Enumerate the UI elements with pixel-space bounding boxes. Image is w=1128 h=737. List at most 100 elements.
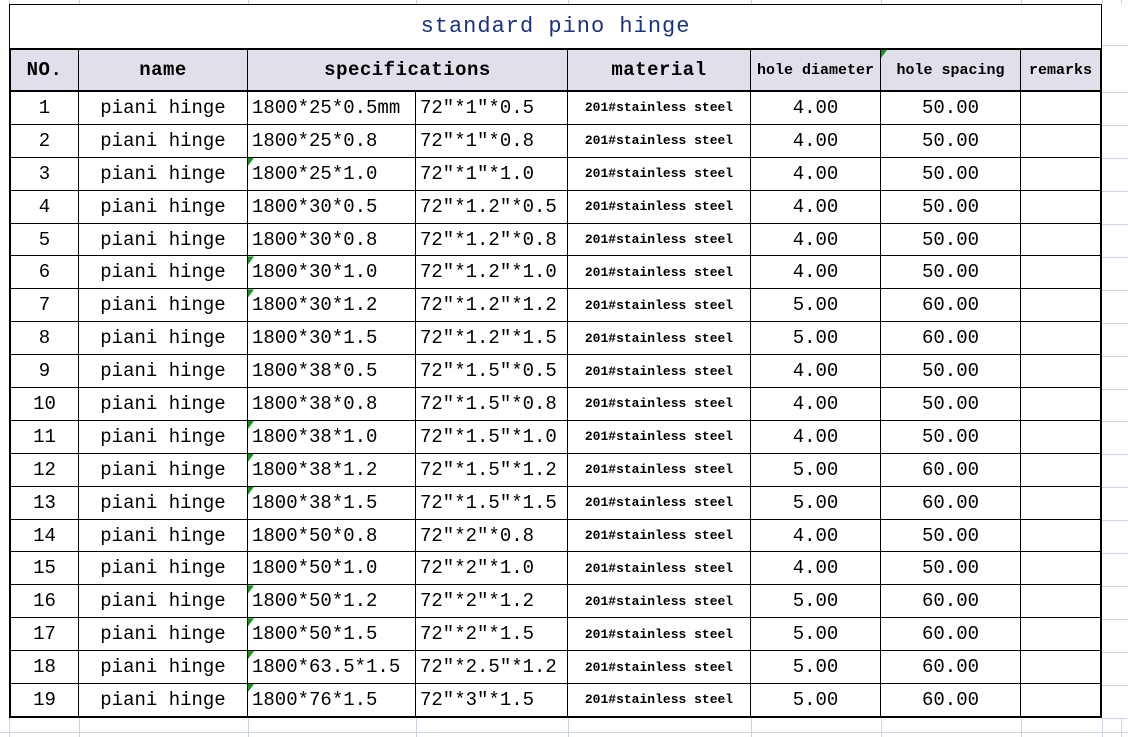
cell-name[interactable]: piani hinge	[79, 92, 248, 124]
cell-spec-imperial[interactable]: 72″*2.5″*1.2	[416, 651, 568, 684]
header-hole-spacing[interactable]: hole spacing	[881, 50, 1021, 92]
cell-name[interactable]: piani hinge	[79, 322, 248, 355]
cell-spec-imperial[interactable]: 72″*1.2″*1.2	[416, 289, 568, 322]
cell-name[interactable]: piani hinge	[79, 453, 248, 486]
cell-hole-diameter[interactable]: 4.00	[751, 420, 881, 453]
cell-hole-diameter[interactable]: 5.00	[751, 618, 881, 651]
cell-no[interactable]: 14	[11, 519, 79, 552]
cell-hole-diameter[interactable]: 5.00	[751, 289, 881, 322]
cell-spec-imperial[interactable]: 72″*3″*1.5	[416, 684, 568, 716]
cell-no[interactable]: 15	[11, 552, 79, 585]
cell-remarks[interactable]	[1021, 322, 1100, 354]
cell-name[interactable]: piani hinge	[79, 157, 248, 190]
cell-no[interactable]: 2	[11, 124, 79, 157]
header-no[interactable]: NO.	[11, 50, 79, 92]
cell-hole-spacing[interactable]: 50.00	[881, 190, 1021, 223]
cell-no[interactable]: 13	[11, 486, 79, 519]
cell-no[interactable]: 11	[11, 420, 79, 453]
cell-name[interactable]: piani hinge	[79, 223, 248, 256]
cell-hole-spacing[interactable]: 50.00	[881, 519, 1021, 552]
cell-spec-imperial[interactable]: 72″*1.5″*0.5	[416, 355, 568, 388]
cell-material[interactable]: 201#stainless steel	[568, 190, 751, 223]
cell-hole-diameter[interactable]: 4.00	[751, 388, 881, 420]
cell-name[interactable]: piani hinge	[79, 684, 248, 716]
cell-remarks[interactable]	[1021, 651, 1100, 683]
cell-remarks[interactable]	[1021, 454, 1100, 486]
cell-hole-diameter[interactable]: 4.00	[751, 355, 881, 388]
cell-name[interactable]: piani hinge	[79, 486, 248, 519]
cell-remarks[interactable]	[1021, 684, 1100, 716]
cell-remarks[interactable]	[1021, 618, 1100, 650]
cell-no[interactable]: 8	[11, 322, 79, 355]
cell-material[interactable]: 201#stainless steel	[568, 355, 751, 388]
cell-spec-imperial[interactable]: 72″*2″*1.5	[416, 618, 568, 651]
table-title-cell[interactable]: standard pino hinge	[9, 4, 1102, 48]
cell-hole-spacing[interactable]: 60.00	[881, 651, 1021, 684]
cell-spec-metric[interactable]: 1800*38*0.8	[248, 388, 416, 420]
cell-remarks[interactable]	[1021, 421, 1100, 453]
cell-hole-spacing[interactable]: 50.00	[881, 92, 1021, 124]
cell-spec-metric[interactable]: 1800*25*0.5mm	[248, 92, 416, 124]
cell-hole-diameter[interactable]: 4.00	[751, 519, 881, 552]
cell-spec-metric[interactable]: 1800*30*1.5	[248, 322, 416, 355]
cell-spec-metric[interactable]: 1800*30*1.2	[248, 289, 416, 322]
cell-spec-imperial[interactable]: 72″*1.2″*0.8	[416, 223, 568, 256]
cell-no[interactable]: 12	[11, 453, 79, 486]
cell-no[interactable]: 16	[11, 585, 79, 618]
cell-hole-diameter[interactable]: 5.00	[751, 684, 881, 716]
cell-spec-metric[interactable]: 1800*38*1.2	[248, 453, 416, 486]
cell-remarks[interactable]	[1021, 289, 1100, 321]
cell-material[interactable]: 201#stainless steel	[568, 519, 751, 552]
cell-name[interactable]: piani hinge	[79, 388, 248, 420]
cell-spec-imperial[interactable]: 72″*1″*0.5	[416, 92, 568, 124]
cell-material[interactable]: 201#stainless steel	[568, 420, 751, 453]
cell-hole-spacing[interactable]: 50.00	[881, 552, 1021, 585]
cell-hole-diameter[interactable]: 5.00	[751, 585, 881, 618]
cell-spec-metric[interactable]: 1800*50*1.0	[248, 552, 416, 585]
cell-spec-metric[interactable]: 1800*50*1.5	[248, 618, 416, 651]
cell-hole-diameter[interactable]: 4.00	[751, 256, 881, 289]
cell-spec-metric[interactable]: 1800*63.5*1.5	[248, 651, 416, 684]
cell-remarks[interactable]	[1021, 520, 1100, 552]
cell-material[interactable]: 201#stainless steel	[568, 289, 751, 322]
cell-spec-imperial[interactable]: 72″*2″*0.8	[416, 519, 568, 552]
cell-material[interactable]: 201#stainless steel	[568, 453, 751, 486]
header-name[interactable]: name	[79, 50, 248, 92]
cell-name[interactable]: piani hinge	[79, 256, 248, 289]
cell-name[interactable]: piani hinge	[79, 420, 248, 453]
cell-no[interactable]: 17	[11, 618, 79, 651]
cell-name[interactable]: piani hinge	[79, 190, 248, 223]
cell-spec-metric[interactable]: 1800*30*0.5	[248, 190, 416, 223]
cell-hole-spacing[interactable]: 60.00	[881, 322, 1021, 355]
cell-remarks[interactable]	[1021, 487, 1100, 519]
cell-spec-imperial[interactable]: 72″*1.5″*0.8	[416, 388, 568, 420]
cell-material[interactable]: 201#stainless steel	[568, 223, 751, 256]
cell-remarks[interactable]	[1021, 552, 1100, 584]
cell-spec-imperial[interactable]: 72″*1.2″*1.5	[416, 322, 568, 355]
cell-hole-diameter[interactable]: 4.00	[751, 552, 881, 585]
cell-hole-diameter[interactable]: 5.00	[751, 453, 881, 486]
cell-material[interactable]: 201#stainless steel	[568, 157, 751, 190]
cell-spec-metric[interactable]: 1800*38*1.0	[248, 420, 416, 453]
cell-spec-metric[interactable]: 1800*38*0.5	[248, 355, 416, 388]
cell-hole-diameter[interactable]: 4.00	[751, 124, 881, 157]
cell-material[interactable]: 201#stainless steel	[568, 322, 751, 355]
cell-spec-metric[interactable]: 1800*30*1.0	[248, 256, 416, 289]
cell-name[interactable]: piani hinge	[79, 618, 248, 651]
cell-hole-diameter[interactable]: 4.00	[751, 92, 881, 124]
cell-name[interactable]: piani hinge	[79, 651, 248, 684]
cell-name[interactable]: piani hinge	[79, 519, 248, 552]
header-remarks[interactable]: remarks	[1021, 50, 1100, 92]
cell-no[interactable]: 9	[11, 355, 79, 388]
cell-material[interactable]: 201#stainless steel	[568, 92, 751, 124]
header-specifications[interactable]: specifications	[248, 50, 568, 92]
cell-name[interactable]: piani hinge	[79, 289, 248, 322]
cell-spec-metric[interactable]: 1800*50*1.2	[248, 585, 416, 618]
cell-name[interactable]: piani hinge	[79, 355, 248, 388]
cell-remarks[interactable]	[1021, 191, 1100, 223]
cell-no[interactable]: 10	[11, 388, 79, 420]
cell-no[interactable]: 19	[11, 684, 79, 716]
cell-hole-spacing[interactable]: 60.00	[881, 486, 1021, 519]
cell-hole-spacing[interactable]: 60.00	[881, 453, 1021, 486]
cell-spec-imperial[interactable]: 72″*1.2″*1.0	[416, 256, 568, 289]
